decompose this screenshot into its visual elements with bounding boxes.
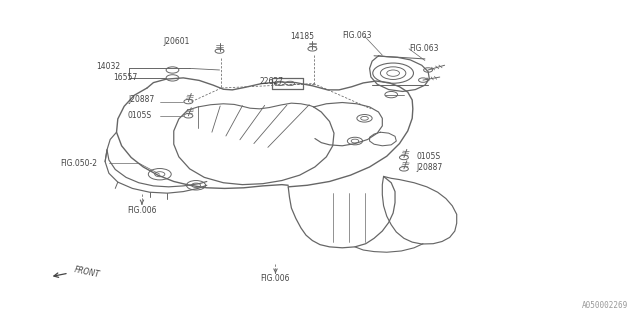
Text: 16557: 16557 [113,73,138,82]
Text: 22627: 22627 [260,77,284,86]
Text: FRONT: FRONT [74,265,100,279]
Text: FIG.006: FIG.006 [260,274,291,283]
Text: 14185: 14185 [290,32,314,41]
Text: 0105S: 0105S [128,111,152,120]
Text: J20601: J20601 [163,37,189,46]
Text: FIG.006: FIG.006 [127,206,157,215]
Text: FIG.050-2: FIG.050-2 [61,159,97,168]
Text: FIG.063: FIG.063 [342,31,372,40]
Text: 14032: 14032 [96,62,120,71]
Text: J20887: J20887 [417,164,443,172]
Text: 0105S: 0105S [417,152,441,161]
Text: J20887: J20887 [128,95,154,105]
Text: A050002269: A050002269 [582,301,628,310]
Text: FIG.063: FIG.063 [409,44,438,53]
